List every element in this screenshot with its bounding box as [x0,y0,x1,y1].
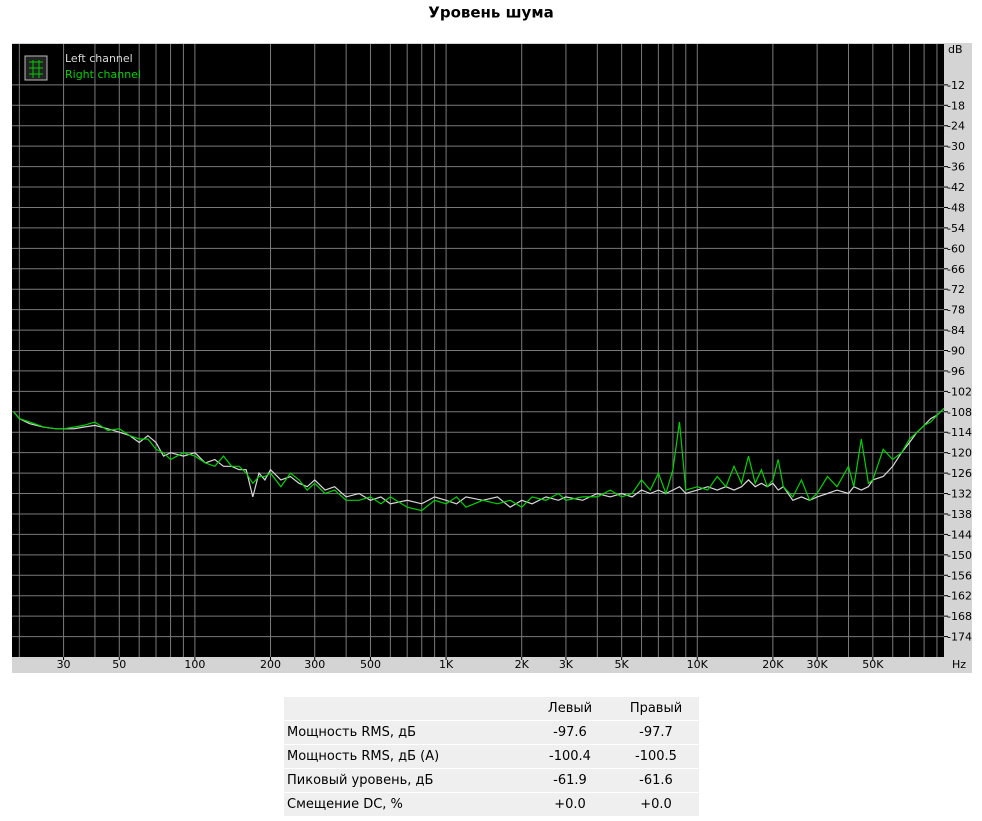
y-tick-label: -132 [947,488,972,501]
x-tick-label: 30K [807,658,829,671]
y-axis-label: dB [948,43,963,56]
table-row: Пиковый уровень, дБ -61.9 -61.6 [284,768,699,793]
table-cell: -61.6 [613,768,699,793]
y-tick-label: -174 [947,631,972,644]
table-cell: -61.9 [527,768,613,793]
y-tick-label: -36 [947,161,965,174]
x-tick-label: 300 [304,658,325,671]
y-tick-label: -156 [947,569,972,582]
stats-table: Левый Правый Мощность RMS, дБ -97.6 -97.7 Мо… [284,697,699,817]
y-tick-label: -72 [947,283,965,296]
x-tick-label: 5K [615,658,630,671]
table-cell: -100.4 [527,744,613,769]
x-tick-label: 200 [260,658,281,671]
y-tick-label: -60 [947,242,965,255]
table-cell: Мощность RMS, дБ (A) [284,744,527,769]
x-tick-label: 3K [559,658,574,671]
y-tick-label: -96 [947,365,965,378]
header-cell: Левый [527,697,613,721]
y-tick-label: -162 [947,590,972,603]
legend-label: Left channel [65,52,133,65]
y-tick-label: -102 [947,385,972,398]
y-tick-label: -84 [947,324,965,337]
table-cell: -100.5 [613,744,699,769]
x-tick-label: 100 [184,658,205,671]
y-tick-label: -24 [947,120,965,133]
x-tick-label: 1K [439,658,454,671]
table-cell: +0.0 [613,792,699,817]
y-tick-label: -114 [947,426,972,439]
table-cell: -97.7 [613,720,699,745]
y-tick-label: -30 [947,140,965,153]
y-tick-label: -48 [947,201,965,214]
y-tick-label: -42 [947,181,965,194]
x-tick-label: 10K [687,658,709,671]
table-cell: -97.6 [527,720,613,745]
header-cell: Правый [613,697,699,721]
table-cell: +0.0 [527,792,613,817]
x-tick-label: 20K [762,658,784,671]
table-cell: Мощность RMS, дБ [284,720,527,745]
x-tick-label: 500 [360,658,381,671]
legend-icon-grid [29,60,43,78]
y-tick-label: -90 [947,345,965,358]
table-row: Смещение DC, % +0.0 +0.0 [284,792,699,817]
x-tick-label: 30 [57,658,71,671]
y-tick-label: -78 [947,304,965,317]
y-tick-label: -126 [947,467,972,480]
y-tick-label: -18 [947,99,965,112]
table-row: Мощность RMS, дБ -97.6 -97.7 [284,720,699,745]
chart: Уровень шума dB Hz -12 -18 -24 -30 -36 -42 -48… [12,4,972,673]
table-cell: Смещение DC, % [284,792,527,817]
x-tick-label: 2K [515,658,530,671]
y-tick-label: -12 [947,79,965,92]
series-line [13,407,945,512]
y-tick-label: -66 [947,263,965,276]
y-tick-label: -108 [947,406,972,419]
chart-title: Уровень шума [428,4,553,22]
legend-label: Right channel [65,68,141,81]
y-tick-label: -138 [947,508,972,521]
table-header: Левый Правый [284,697,699,721]
x-axis-label: Hz [952,658,966,671]
x-tick-label: 50 [112,658,126,671]
table-row: Мощность RMS, дБ (A) -100.4 -100.5 [284,744,699,769]
table-cell: Пиковый уровень, дБ [284,768,527,793]
y-tick-label: -54 [947,222,965,235]
y-tick-label: -150 [947,549,972,562]
header-cell [284,697,527,721]
y-tick-label: -168 [947,610,972,623]
x-tick-label: 50K [862,658,884,671]
y-tick-label: -120 [947,447,972,460]
y-tick-label: -144 [947,528,972,541]
